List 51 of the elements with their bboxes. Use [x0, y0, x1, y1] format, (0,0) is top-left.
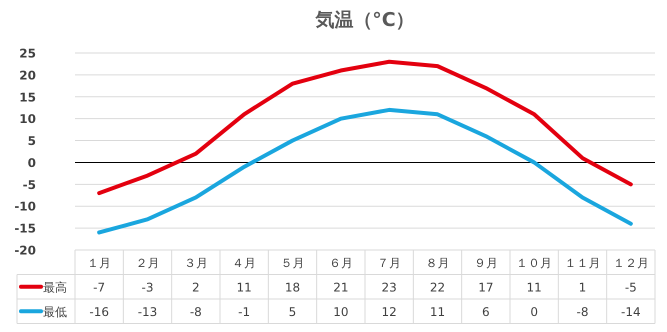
- data-label: -14: [621, 304, 641, 319]
- data-label: -3: [142, 280, 154, 294]
- x-tick-label: ６月: [328, 256, 353, 270]
- data-label: 0: [530, 304, 538, 319]
- data-label: 2: [192, 280, 200, 294]
- data-label: -5: [624, 280, 637, 294]
- data-label: 22: [430, 280, 446, 294]
- data-label: 11: [430, 304, 446, 319]
- data-label: -1: [238, 304, 250, 319]
- y-tick-label: -15: [14, 222, 36, 236]
- data-label: 21: [333, 280, 348, 294]
- x-tick-label: １月: [87, 256, 112, 270]
- data-label: 23: [382, 280, 397, 294]
- y-tick-label: -5: [22, 178, 36, 192]
- line-series: [97, 60, 633, 196]
- data-label: 1: [578, 280, 586, 294]
- data-label: 5: [288, 304, 296, 319]
- x-tick-label: ３月: [184, 256, 208, 270]
- y-tick-label: 15: [19, 90, 36, 104]
- data-label: 11: [236, 280, 252, 294]
- chart-title: 気温（°C）: [314, 9, 415, 31]
- x-tick-label: ８月: [426, 256, 450, 270]
- data-label: -16: [89, 304, 109, 319]
- y-tick-label: -20: [14, 244, 36, 258]
- data-label: -8: [190, 304, 202, 319]
- data-label: 6: [482, 304, 490, 319]
- x-tick-label: １０月: [516, 256, 552, 270]
- y-tick-label: -10: [14, 200, 36, 214]
- legend-label: 最高: [43, 280, 67, 294]
- x-tick-label: ５月: [280, 256, 304, 270]
- y-tick-label: 25: [19, 46, 36, 60]
- y-tick-label: 20: [19, 68, 36, 82]
- data-label: -7: [93, 280, 106, 294]
- x-tick-label: １２月: [612, 256, 649, 270]
- x-tick-label: ４月: [232, 256, 256, 270]
- x-tick-label: ９月: [474, 256, 498, 270]
- line-series: [97, 108, 633, 234]
- x-tick-label: １１月: [564, 256, 600, 270]
- data-label: -8: [576, 304, 588, 319]
- data-label: 18: [284, 280, 300, 294]
- y-tick-label: 5: [28, 134, 36, 148]
- y-tick-label: 10: [19, 112, 36, 126]
- data-label: 11: [526, 280, 542, 294]
- y-tick-label: 0: [28, 156, 36, 170]
- data-label: 12: [382, 304, 397, 319]
- legend-label: 最低: [43, 304, 67, 319]
- data-label: -13: [138, 304, 158, 319]
- x-tick-label: ２月: [136, 256, 160, 270]
- data-label: 10: [333, 304, 348, 319]
- data-label: 17: [478, 280, 494, 294]
- x-tick-label: ７月: [377, 256, 402, 270]
